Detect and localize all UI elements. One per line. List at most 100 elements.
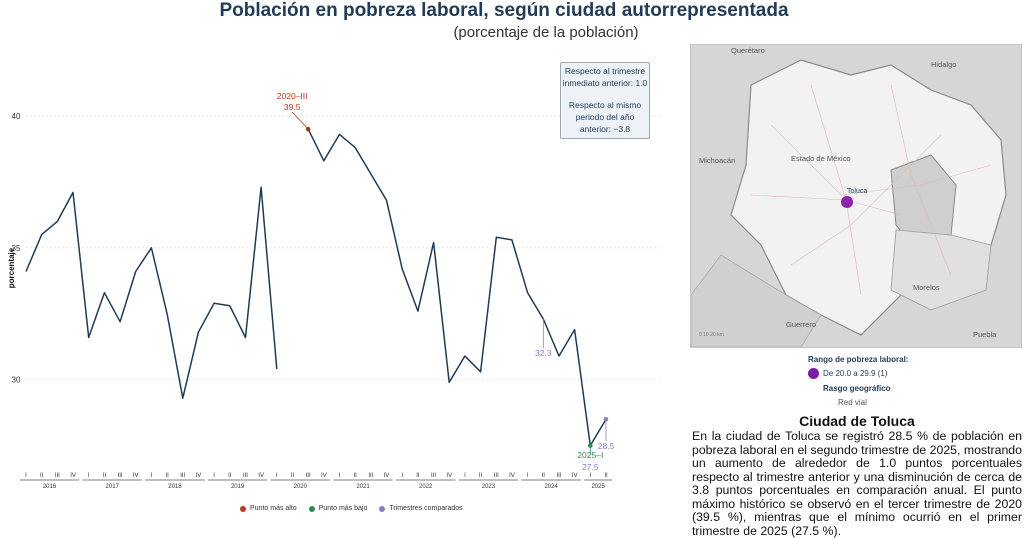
note-line-1: Respecto al trimestre bbox=[564, 66, 646, 76]
x-tick-label: I bbox=[276, 473, 278, 479]
x-tick-label: I bbox=[213, 473, 215, 479]
morelos-shape bbox=[890, 229, 992, 311]
year-label: 2016 bbox=[43, 484, 57, 490]
note-line-3: Respecto al mismo bbox=[568, 100, 642, 110]
max-leader bbox=[291, 111, 309, 130]
x-tick-label: IV bbox=[446, 473, 452, 479]
year-label: 2019 bbox=[231, 484, 245, 490]
x-tick-label: II bbox=[165, 473, 169, 479]
x-tick-label: I bbox=[151, 473, 153, 479]
legend-max-label: Punto más alto bbox=[250, 505, 297, 512]
x-tick-label: III bbox=[55, 473, 60, 479]
max-value-label: 39.5 bbox=[284, 102, 301, 112]
x-tick-label: III bbox=[556, 473, 561, 479]
y-axis: 30 35 40 porcentaje bbox=[7, 112, 21, 385]
x-tick-label: II bbox=[103, 473, 107, 479]
legend-min-marker bbox=[308, 505, 315, 512]
map-label-hidalgo: Hidalgo bbox=[931, 60, 956, 69]
map-label-toluca: Toluca bbox=[847, 188, 867, 195]
y-tick-label: 30 bbox=[12, 376, 21, 385]
legend-item-compared: Trimestres comparados bbox=[379, 505, 463, 512]
note-line-5: anterior: −3.8 bbox=[579, 124, 631, 134]
toluca-map: Querétaro Hidalgo Michoacán Estado de Mé… bbox=[690, 44, 1022, 348]
year-label: 2023 bbox=[482, 484, 496, 490]
x-tick-label: III bbox=[306, 473, 311, 479]
x-tick-label: II bbox=[416, 473, 420, 479]
x-tick-label: IV bbox=[196, 473, 202, 479]
map-legend-range-item: De 20.0 a 29.9 (1) bbox=[808, 368, 930, 379]
x-tick-label: II bbox=[479, 473, 483, 479]
x-tick-label: III bbox=[494, 473, 499, 479]
min-value-label: 27.5 bbox=[582, 462, 599, 472]
x-tick-label: IV bbox=[509, 473, 515, 479]
map-legend: Rango de pobreza laboral: De 20.0 a 29.9… bbox=[780, 355, 930, 407]
compared-current-label: 28.5 bbox=[598, 441, 615, 451]
map-label-queretaro: Querétaro bbox=[731, 46, 765, 55]
comparison-note-box: Respecto al trimestre inmediato anterior… bbox=[560, 62, 650, 139]
map-label-guerrero: Guerrero bbox=[786, 320, 816, 329]
y-tick-label: 35 bbox=[12, 244, 21, 253]
chart-grid bbox=[26, 115, 660, 381]
legend-item-max: Punto más alto bbox=[240, 505, 297, 512]
x-tick-label: IV bbox=[321, 473, 327, 479]
map-svg: Querétaro Hidalgo Michoacán Estado de Mé… bbox=[691, 45, 1021, 347]
x-tick-label: I bbox=[464, 473, 466, 479]
x-tick-label: I bbox=[339, 473, 341, 479]
map-label-estado: Estado de México bbox=[791, 154, 851, 163]
city-description: En la ciudad de Toluca se registró 28.5 … bbox=[692, 429, 1022, 538]
x-tick-label: III bbox=[180, 473, 185, 479]
max-point bbox=[305, 126, 311, 132]
x-tick-label: IV bbox=[572, 473, 578, 479]
map-legend-range-label: De 20.0 a 29.9 (1) bbox=[823, 369, 888, 378]
chart-subtitle: (porcentaje de la población) bbox=[453, 24, 639, 41]
x-tick-label: II bbox=[604, 473, 608, 479]
note-line-2: inmediato anterior: 1.0 bbox=[562, 78, 648, 88]
min-point bbox=[588, 443, 593, 448]
x-tick-label: II bbox=[291, 473, 295, 479]
max-period-label: 2020–III bbox=[277, 91, 308, 101]
map-scale-label: 0 10 20 km bbox=[699, 332, 724, 338]
x-tick-label: II bbox=[354, 473, 358, 479]
x-tick-label: I bbox=[589, 473, 591, 479]
map-legend-range-title: Rango de pobreza laboral: bbox=[808, 355, 909, 364]
x-tick-label: III bbox=[243, 473, 248, 479]
map-label-michoacan: Michoacán bbox=[699, 156, 735, 165]
note-line-4: periodo del año bbox=[575, 112, 635, 122]
legend-compared-label: Trimestres comparados bbox=[389, 505, 463, 512]
x-tick-label: I bbox=[88, 473, 90, 479]
year-label: 2025 bbox=[591, 484, 605, 490]
toluca-marker bbox=[841, 196, 853, 208]
year-label: 2021 bbox=[356, 484, 370, 490]
x-tick-label: IV bbox=[70, 473, 76, 479]
min-period-label: 2025–I bbox=[577, 450, 603, 460]
y-axis-label: porcentaje bbox=[7, 247, 16, 288]
x-tick-label: I bbox=[527, 473, 529, 479]
compared-prev-label: 32.3 bbox=[535, 348, 552, 358]
legend-compared-marker bbox=[379, 505, 386, 512]
x-tick-label: III bbox=[431, 473, 436, 479]
x-tick-label: I bbox=[401, 473, 403, 479]
map-legend-range-marker bbox=[808, 368, 819, 379]
year-label: 2022 bbox=[419, 484, 433, 490]
chart-title: Población en pobreza laboral, según ciud… bbox=[219, 0, 789, 21]
x-tick-label: II bbox=[228, 473, 232, 479]
x-tick-label: IV bbox=[258, 473, 264, 479]
x-tick-label: I bbox=[25, 473, 27, 479]
chart-legend: Punto más alto Punto más bajo Trimestres… bbox=[240, 505, 463, 512]
chart-series bbox=[25, 128, 607, 447]
x-tick-label: II bbox=[40, 473, 44, 479]
compared-current-point bbox=[603, 416, 609, 422]
year-label: 2020 bbox=[294, 484, 308, 490]
x-axis: I II III IV I II III IV I II III IV I II III IV I II III IV… bbox=[19, 473, 613, 490]
map-legend-geo-item: Red vial bbox=[838, 398, 867, 407]
y-tick-label: 40 bbox=[12, 112, 21, 121]
x-tick-label: II bbox=[542, 473, 546, 479]
year-label: 2024 bbox=[544, 484, 558, 490]
x-tick-label: IV bbox=[133, 473, 139, 479]
legend-item-min: Punto más bajo bbox=[308, 505, 368, 512]
x-tick-label: IV bbox=[384, 473, 390, 479]
year-label: 2017 bbox=[106, 484, 120, 490]
legend-min-label: Punto más bajo bbox=[318, 505, 368, 512]
